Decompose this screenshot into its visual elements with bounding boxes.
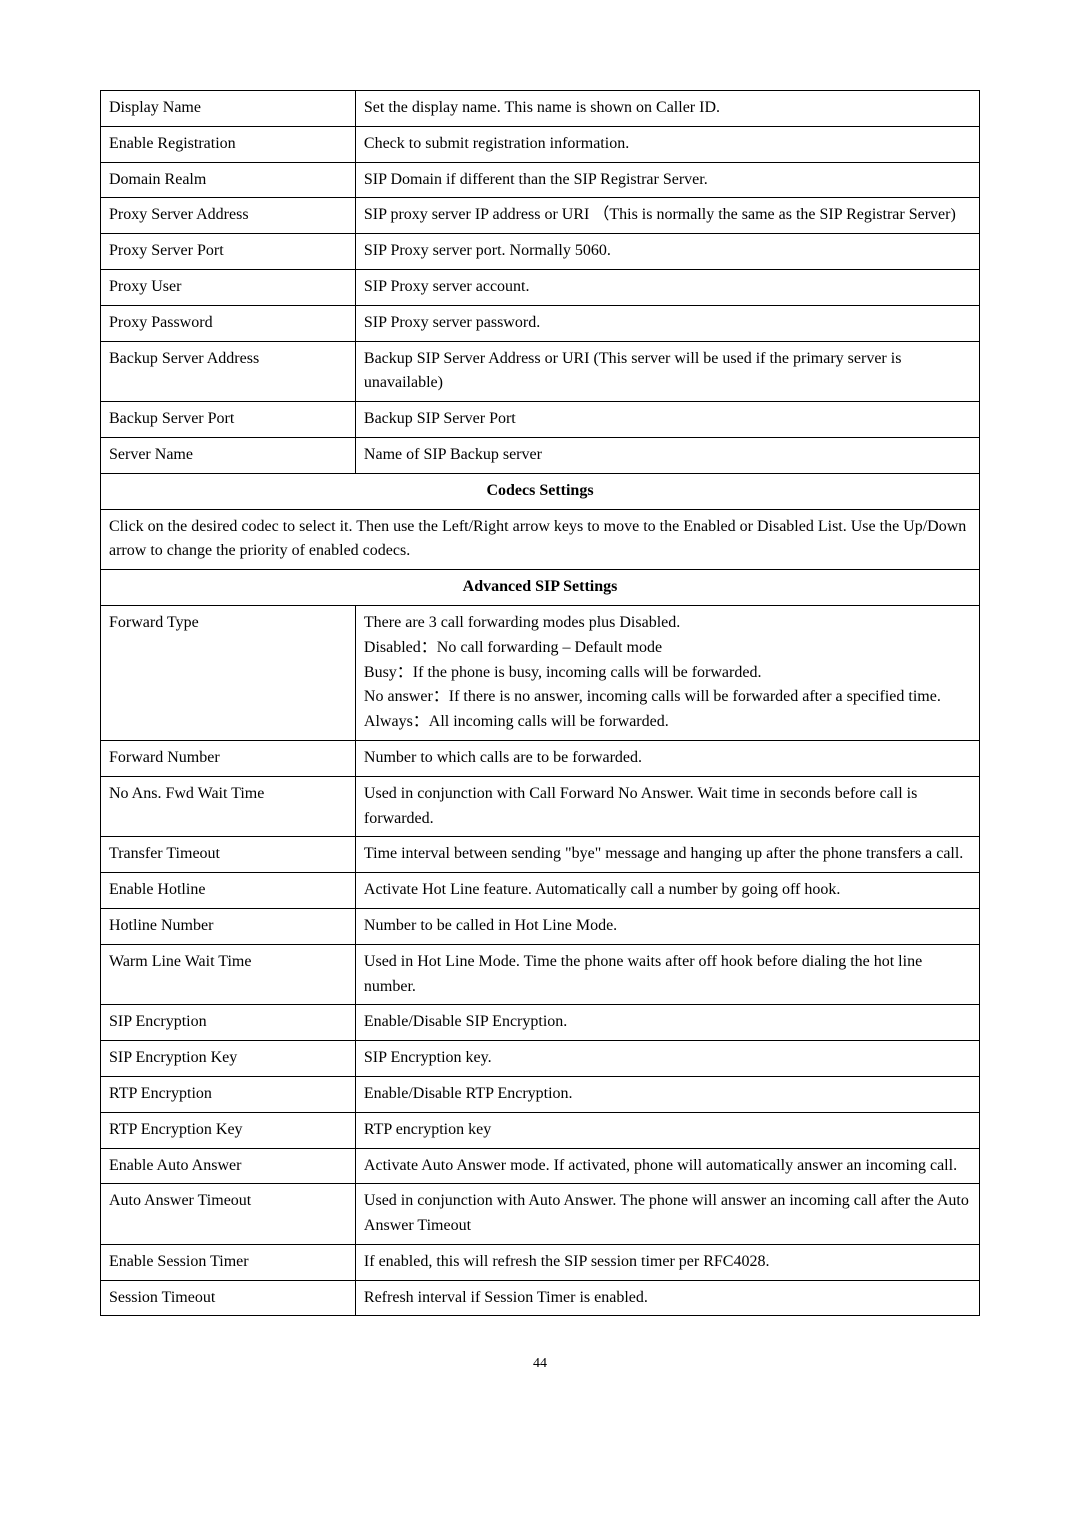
table-row: SIP EncryptionEnable/Disable SIP Encrypt… [101,1005,980,1041]
setting-name: SIP Encryption Key [101,1041,356,1077]
setting-name: No Ans. Fwd Wait Time [101,776,356,837]
setting-name: Session Timeout [101,1280,356,1316]
setting-name: Display Name [101,91,356,127]
table-row: Backup Server PortBackup SIP Server Port [101,402,980,438]
table-row: Enable Auto AnswerActivate Auto Answer m… [101,1148,980,1184]
setting-description: Refresh interval if Session Timer is ena… [355,1280,979,1316]
table-row: Transfer TimeoutTime interval between se… [101,837,980,873]
setting-description: Backup SIP Server Port [355,402,979,438]
setting-description: SIP proxy server IP address or URI （This… [355,198,979,234]
table-row: Warm Line Wait TimeUsed in Hot Line Mode… [101,944,980,1005]
setting-name: Backup Server Port [101,402,356,438]
table-row: Proxy Server AddressSIP proxy server IP … [101,198,980,234]
codecs-settings-text: Click on the desired codec to select it.… [101,509,980,570]
setting-description: Check to submit registration information… [355,126,979,162]
setting-name: Proxy Password [101,305,356,341]
setting-name: Forward Type [101,605,356,740]
table-row: Proxy Server PortSIP Proxy server port. … [101,234,980,270]
setting-name: Auto Answer Timeout [101,1184,356,1245]
table-row: RTP Encryption KeyRTP encryption key [101,1112,980,1148]
table-row: Session TimeoutRefresh interval if Sessi… [101,1280,980,1316]
table-row: Backup Server AddressBackup SIP Server A… [101,341,980,402]
table-row: SIP Encryption KeySIP Encryption key. [101,1041,980,1077]
table-row: Forward TypeThere are 3 call forwarding … [101,605,980,740]
setting-description: RTP encryption key [355,1112,979,1148]
table-row: Display NameSet the display name. This n… [101,91,980,127]
setting-description: SIP Domain if different than the SIP Reg… [355,162,979,198]
page-number: 44 [100,1356,980,1372]
setting-description: Name of SIP Backup server [355,437,979,473]
setting-name: Enable Session Timer [101,1244,356,1280]
setting-description: Set the display name. This name is shown… [355,91,979,127]
setting-description: Activate Hot Line feature. Automatically… [355,873,979,909]
setting-name: Enable Auto Answer [101,1148,356,1184]
setting-name: Hotline Number [101,908,356,944]
setting-description: Backup SIP Server Address or URI (This s… [355,341,979,402]
setting-description: SIP Proxy server password. [355,305,979,341]
setting-name: Enable Hotline [101,873,356,909]
setting-description: SIP Proxy server account. [355,269,979,305]
table-row: Server NameName of SIP Backup server [101,437,980,473]
setting-description: Time interval between sending "bye" mess… [355,837,979,873]
table-row: No Ans. Fwd Wait TimeUsed in conjunction… [101,776,980,837]
table-row: Forward NumberNumber to which calls are … [101,740,980,776]
setting-description: Used in Hot Line Mode. Time the phone wa… [355,944,979,1005]
setting-description: Activate Auto Answer mode. If activated,… [355,1148,979,1184]
setting-name: Forward Number [101,740,356,776]
setting-description: Enable/Disable RTP Encryption. [355,1076,979,1112]
table-row: Enable HotlineActivate Hot Line feature.… [101,873,980,909]
table-row: Proxy PasswordSIP Proxy server password. [101,305,980,341]
setting-description: Enable/Disable SIP Encryption. [355,1005,979,1041]
setting-description: There are 3 call forwarding modes plus D… [355,605,979,740]
setting-description: SIP Encryption key. [355,1041,979,1077]
setting-name: Domain Realm [101,162,356,198]
setting-name: Enable Registration [101,126,356,162]
setting-description: SIP Proxy server port. Normally 5060. [355,234,979,270]
setting-description: If enabled, this will refresh the SIP se… [355,1244,979,1280]
setting-name: Backup Server Address [101,341,356,402]
setting-name: Warm Line Wait Time [101,944,356,1005]
table-row: Proxy UserSIP Proxy server account. [101,269,980,305]
setting-description: Number to which calls are to be forwarde… [355,740,979,776]
table-row: RTP EncryptionEnable/Disable RTP Encrypt… [101,1076,980,1112]
setting-name: SIP Encryption [101,1005,356,1041]
table-row: Enable RegistrationCheck to submit regis… [101,126,980,162]
setting-name: Proxy Server Port [101,234,356,270]
setting-description: Used in conjunction with Auto Answer. Th… [355,1184,979,1245]
table-row: Domain RealmSIP Domain if different than… [101,162,980,198]
setting-description: Number to be called in Hot Line Mode. [355,908,979,944]
setting-name: Server Name [101,437,356,473]
setting-name: Transfer Timeout [101,837,356,873]
setting-name: Proxy Server Address [101,198,356,234]
table-row: Enable Session TimerIf enabled, this wil… [101,1244,980,1280]
table-row: Auto Answer TimeoutUsed in conjunction w… [101,1184,980,1245]
advanced-sip-settings-header: Advanced SIP Settings [101,570,980,606]
setting-name: RTP Encryption [101,1076,356,1112]
codecs-settings-header: Codecs Settings [101,473,980,509]
table-row: Hotline NumberNumber to be called in Hot… [101,908,980,944]
settings-table: Display NameSet the display name. This n… [100,90,980,1316]
setting-name: RTP Encryption Key [101,1112,356,1148]
setting-description: Used in conjunction with Call Forward No… [355,776,979,837]
setting-name: Proxy User [101,269,356,305]
